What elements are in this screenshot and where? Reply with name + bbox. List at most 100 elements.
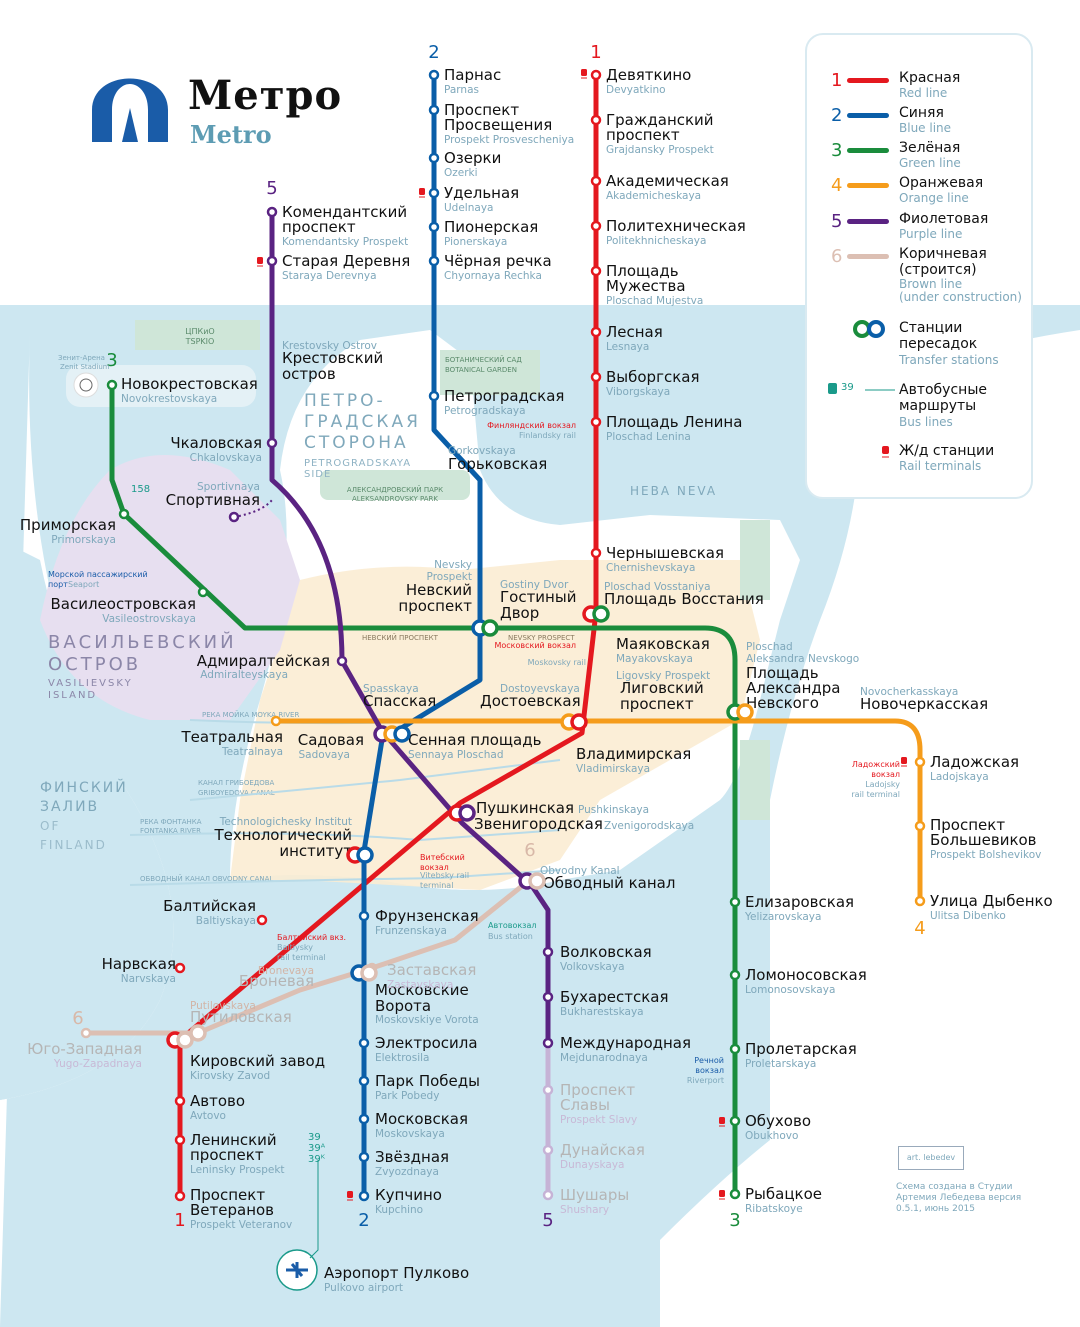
station-prosvescheniya-marker	[428, 104, 440, 116]
blue-line-path	[361, 72, 483, 1199]
station-dybenko-label: Улица Дыбенко	[930, 892, 1053, 910]
station-leninsky-marker	[174, 1134, 186, 1146]
station-vladimirskaya-label-en: Vladimirskaya	[576, 763, 650, 775]
legend-line-name: Оранжевая	[899, 175, 984, 191]
line-number-blue-bottom: 2	[358, 1210, 369, 1231]
station-sportivnaya-label-en: Sportivnaya	[197, 481, 260, 493]
station-dunayskaya-marker	[542, 1144, 554, 1156]
station-frunzenskaya-marker	[358, 910, 370, 922]
station-bronevaya-label-en: Bronevaya	[258, 965, 314, 977]
station-putilovskaya-label: Путиловская	[190, 1008, 292, 1026]
station-dybenko-marker	[914, 895, 926, 907]
station-akademicheskaya-marker	[590, 175, 602, 187]
nevsky-street-label-en: NEVSKY PROSPECT	[508, 634, 575, 642]
station-admiralteyskaya-marker	[336, 655, 348, 667]
rail-icon-ladozhskaya	[901, 757, 907, 764]
station-veteranov-label: Проспект Ветеранов	[190, 1186, 274, 1219]
station-zvyozdnaya-label-en: Zvyozdnaya	[375, 1166, 439, 1178]
airport-label: Аэропорт Пулково	[324, 1264, 469, 1282]
legend-line-name: Красная	[899, 70, 961, 86]
station-udelnaya-label-en: Udelnaya	[444, 202, 493, 214]
station-mezhdunarodnaya-label-en: Mejdunarodnaya	[560, 1052, 648, 1064]
transfer-vladimirskaya-ring-1	[570, 713, 588, 731]
station-yelizarovskaya-label: Елизаровская	[745, 893, 854, 911]
station-zvenigorodskaya-label: Звенигородская	[474, 815, 603, 833]
stadium-label: Зенит-Арена	[58, 354, 105, 362]
baltiysky-label: Балтийский вкз.	[277, 933, 346, 942]
legend-line-swatch	[847, 219, 889, 224]
plane-icon	[286, 1262, 308, 1278]
station-pionerskaya-label-en: Pionerskaya	[444, 236, 507, 248]
station-elektrosila-label-en: Elektrosila	[375, 1052, 429, 1064]
station-sennaya-label: Сенная площадь	[408, 731, 541, 749]
station-lenina-label: Площадь Ленина	[606, 413, 742, 431]
station-bukharestskaya-label: Бухарестская	[560, 988, 669, 1006]
station-politekhnicheskaya-label: Политехническая	[606, 217, 746, 235]
line-number-brown-left: 6	[72, 1008, 83, 1029]
rail-icon-devyatkino	[581, 69, 587, 76]
legend-bus-sample: 39	[841, 382, 854, 393]
station-obukhovo-label-en: Obukhovo	[745, 1130, 798, 1142]
botanic-label: БОТАНИЧЕСКИЙ САД	[445, 355, 522, 364]
station-bolshevikov-marker	[914, 820, 926, 832]
station-ribatskoye-marker	[729, 1188, 741, 1200]
station-moskovskaya-label-en: Moskovskaya	[375, 1128, 445, 1140]
legend-line-name: Коричневая (строится)	[899, 246, 987, 278]
station-bolshevikov-label: Проспект Большевиков	[930, 816, 1037, 849]
line-number-red-top: 1	[590, 42, 601, 63]
station-frunzenskaya-label-en: Frunzenskaya	[375, 925, 447, 937]
orange-line-path	[273, 718, 923, 903]
station-devyatkino-label-en: Devyatkino	[606, 84, 666, 96]
legend-transfer-label: Станции пересадок	[899, 320, 978, 352]
finlandsky-label: Финляндский вокзал	[487, 421, 576, 430]
station-novokrestovskaya-label-en: Novokrestovskaya	[121, 393, 217, 405]
legend-line-name-en: Red line	[899, 86, 948, 100]
station-nevskogo-label-en: Ploschad Aleksandra Nevskogo	[746, 641, 859, 665]
tspkio-label: ЦПКиО	[185, 327, 214, 336]
station-baltiyskaya-marker	[256, 914, 268, 926]
football-icon	[79, 378, 93, 392]
station-putilovskaya-marker	[189, 1024, 207, 1042]
botanic-label-en: BOTANICAL GARDEN	[445, 366, 517, 374]
fontanka-canal	[129, 829, 561, 842]
station-yugo-zapadnaya-label-en: Yugo-Zapadnaya	[53, 1058, 142, 1070]
station-narvskaya-label: Нарвская	[102, 955, 176, 973]
legend-line-number: 1	[831, 70, 843, 91]
studio-stamp: art. lebedev	[898, 1146, 964, 1170]
riverport-label: Речной вокзал	[694, 1056, 724, 1075]
station-yugo-zapadnaya-label: Юго-Западная	[27, 1040, 142, 1058]
station-lomonosovskaya-label: Ломоносовская	[745, 966, 867, 984]
gulf-label-en: OF FINLAND	[40, 819, 107, 852]
station-sportivnaya-label: Спортивная	[166, 491, 260, 509]
moika-label: РЕКА МОЙКА MOYKA RIVER	[202, 710, 299, 719]
seaport-label-en: Seaport	[68, 580, 99, 589]
station-yelizarovskaya-label-en: Yelizarovskaya	[744, 911, 821, 923]
station-krestovsky-label-en: Krestovsky Ostrov	[282, 340, 377, 352]
lavra-park	[740, 740, 770, 820]
station-spasskaya-label: Спасская	[363, 692, 436, 710]
griboedov-canal	[189, 759, 561, 801]
logo-title: Метро	[188, 72, 343, 119]
station-krestovsky-label: Крестовский остров	[282, 349, 383, 383]
mainland	[0, 330, 1080, 1327]
line-number-orange: 4	[914, 918, 925, 939]
legend-transfer-label-en: Transfer stations	[899, 353, 999, 367]
transfer-obvodny-ring-1	[528, 872, 546, 890]
station-avtovo-marker	[174, 1095, 186, 1107]
transfer-mosk-vorota-ring-1	[360, 964, 378, 982]
line-number-brown-right: 6	[524, 840, 535, 861]
station-park-pobedy-label-en: Park Pobedy	[375, 1090, 439, 1102]
station-vosstaniya-label: Площадь Восстания	[604, 590, 764, 608]
station-proletarskaya-label: Пролетарская	[745, 1040, 857, 1058]
station-chyornaya-marker	[428, 255, 440, 267]
station-lomonosovskaya-marker	[729, 969, 741, 981]
station-akademicheskaya-label-en: Akademicheskaya	[606, 190, 701, 202]
petrograd-label: ПЕТРО-ГРАДСКАЯ СТОРОНА	[304, 391, 421, 453]
station-shushary-label: Шушары	[560, 1186, 629, 1204]
line-number-red-bottom: 1	[174, 1210, 185, 1231]
botanic-garden	[440, 350, 540, 395]
station-sennaya-label-en: Sennaya Ploschad	[408, 749, 504, 761]
rail-icon-kupchino	[347, 1191, 353, 1198]
legend-line-name-en: Blue line	[899, 121, 952, 135]
